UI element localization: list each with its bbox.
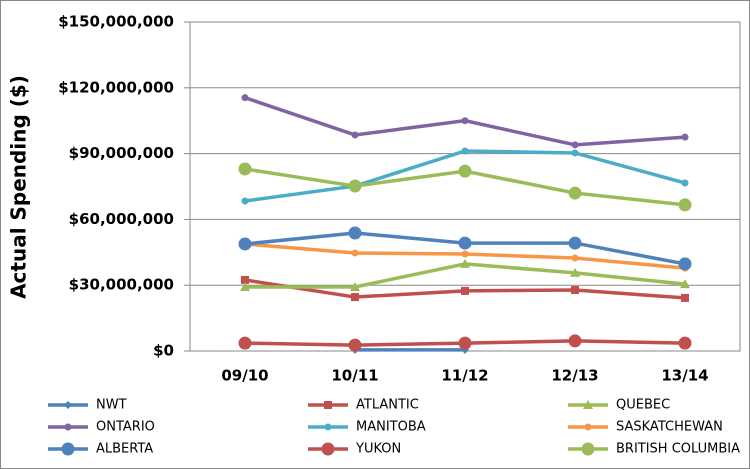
point bbox=[681, 179, 689, 187]
legend-label: MANITOBA bbox=[356, 420, 426, 435]
point bbox=[460, 258, 470, 268]
point bbox=[571, 286, 579, 295]
point bbox=[458, 236, 472, 250]
legend-label: BRITISH COLUMBIA bbox=[616, 442, 740, 457]
point bbox=[461, 286, 469, 295]
legend-marker bbox=[64, 423, 72, 431]
point bbox=[571, 141, 579, 149]
point bbox=[238, 336, 252, 350]
point bbox=[571, 149, 579, 157]
point bbox=[681, 293, 689, 302]
legend-label: ALBERTA bbox=[96, 442, 153, 457]
legend-label: YUKON bbox=[355, 442, 401, 457]
point bbox=[241, 275, 249, 284]
point bbox=[571, 254, 579, 262]
legend-label: NWT bbox=[96, 398, 127, 413]
legend-marker bbox=[324, 423, 332, 431]
point bbox=[351, 131, 359, 139]
x-tick-label: 10/11 bbox=[331, 367, 378, 385]
point bbox=[348, 226, 362, 240]
x-tick-label: 13/14 bbox=[661, 367, 708, 385]
y-tick-label: $90,000,000 bbox=[69, 144, 174, 162]
y-tick-label: $60,000,000 bbox=[69, 210, 174, 228]
point bbox=[348, 179, 362, 193]
legend-label: ATLANTIC bbox=[356, 398, 419, 413]
legend-marker bbox=[584, 423, 592, 431]
point bbox=[568, 186, 582, 200]
legend-label: SASKATCHEWAN bbox=[616, 420, 723, 435]
point bbox=[461, 250, 469, 258]
point bbox=[241, 197, 249, 205]
point bbox=[678, 336, 692, 350]
point bbox=[458, 336, 472, 350]
point bbox=[240, 281, 250, 291]
legend-marker bbox=[581, 442, 595, 456]
x-tick-label: 09/10 bbox=[221, 367, 268, 385]
y-tick-label: $30,000,000 bbox=[69, 276, 174, 294]
legend-label: ONTARIO bbox=[96, 420, 155, 435]
legend-marker bbox=[321, 442, 335, 456]
point bbox=[241, 94, 249, 102]
point bbox=[568, 334, 582, 348]
point bbox=[458, 164, 472, 178]
point bbox=[680, 279, 690, 289]
point bbox=[348, 338, 362, 352]
plot-area bbox=[189, 21, 741, 352]
point bbox=[461, 117, 469, 125]
point bbox=[351, 249, 359, 257]
point bbox=[351, 293, 359, 302]
point bbox=[238, 162, 252, 176]
legend-marker bbox=[61, 442, 75, 456]
point bbox=[461, 147, 469, 155]
legend-marker bbox=[583, 400, 593, 409]
point bbox=[238, 237, 252, 251]
x-tick-label: 11/12 bbox=[441, 367, 488, 385]
legend-marker bbox=[324, 401, 332, 409]
point bbox=[678, 257, 692, 271]
point bbox=[570, 267, 580, 277]
point bbox=[350, 281, 360, 291]
legend-marker bbox=[64, 401, 72, 409]
y-tick-label: $120,000,000 bbox=[58, 78, 174, 96]
y-axis-label: Actual Spending ($) bbox=[7, 75, 31, 299]
legend-label: QUEBEC bbox=[616, 398, 670, 413]
point bbox=[681, 133, 689, 141]
x-tick-label: 12/13 bbox=[551, 367, 598, 385]
y-tick-label: $0 bbox=[153, 342, 174, 360]
y-tick-label: $150,000,000 bbox=[58, 13, 174, 31]
point bbox=[678, 198, 692, 212]
point bbox=[568, 236, 582, 250]
